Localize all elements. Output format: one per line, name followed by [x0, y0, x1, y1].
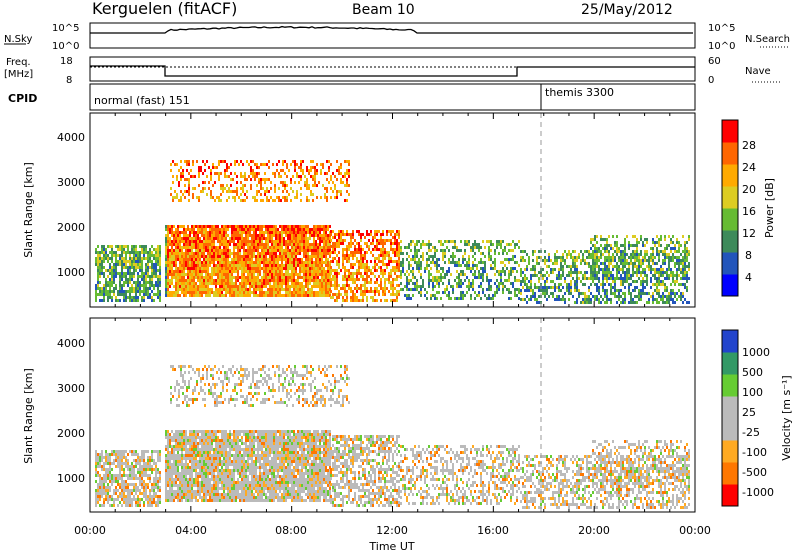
colorbar-swatch — [722, 484, 738, 507]
power-cb-12: 12 — [742, 227, 756, 240]
nsearch-tick-low: 10^0 — [708, 41, 735, 52]
time-tick-0: 00:00 — [74, 524, 106, 537]
freq-label-2: [MHz] — [4, 69, 33, 80]
colorbar-swatch — [722, 418, 738, 441]
power-cb-20: 20 — [742, 183, 756, 196]
nsky-panel: N.Sky 10^5 10^0 10^5 10^0 N.Search — [4, 22, 790, 52]
velocity-ytick-2000: 2000 — [57, 427, 85, 440]
vel-cb-500: 500 — [742, 366, 763, 379]
power-ytick-3000: 3000 — [57, 176, 85, 189]
vel-cb-m25: -25 — [742, 426, 760, 439]
power-cb-24: 24 — [742, 161, 756, 174]
nave-tick-low: 0 — [708, 75, 714, 86]
freq-tick-low: 8 — [66, 75, 72, 86]
nsearch-tick-high: 10^5 — [708, 23, 735, 34]
velocity-panel: Slant Range [km] 1000 2000 3000 4000 100… — [22, 317, 793, 513]
nsky-label: N.Sky — [4, 34, 32, 45]
freq-tick-high: 18 — [60, 56, 73, 67]
vel-cb-1000: 1000 — [742, 346, 770, 359]
time-tick-4: 04:00 — [175, 524, 207, 537]
velocity-ylabel: Slant Range [km] — [22, 368, 35, 464]
time-tick-8: 08:00 — [275, 524, 307, 537]
vel-cb-m1000: -1000 — [742, 486, 774, 499]
colorbar-swatch — [722, 164, 738, 187]
vel-cb-m500: -500 — [742, 466, 767, 479]
date-title: 25/May/2012 — [581, 2, 673, 18]
velocity-colorbar-label: Velocity [m s⁻¹] — [780, 375, 793, 460]
colorbar-swatch — [722, 274, 738, 297]
nsky-tick-low: 10^0 — [52, 41, 79, 52]
colorbar-swatch — [722, 374, 738, 397]
station-title: Kerguelen (fitACF) — [92, 0, 237, 18]
freq-line — [90, 65, 695, 77]
time-tick-24: 00:00 — [679, 524, 711, 537]
colorbar-swatch — [722, 120, 738, 143]
nsearch-label: N.Search — [745, 34, 790, 45]
cpid-segment-normal: normal (fast) 151 — [94, 94, 190, 107]
power-ytick-2000: 2000 — [57, 221, 85, 234]
power-colorbar — [722, 120, 738, 297]
vel-cb-100: 100 — [742, 386, 763, 399]
time-tick-20: 20:00 — [578, 524, 610, 537]
vel-cb-25: 25 — [742, 406, 756, 419]
cpid-label: CPID — [8, 92, 37, 105]
power-colorbar-label: Power [dB] — [763, 178, 776, 238]
nave-label: Nave — [745, 66, 771, 77]
nave-tick-high: 60 — [708, 56, 721, 67]
velocity-ytick-1000: 1000 — [57, 472, 85, 485]
power-cb-16: 16 — [742, 205, 756, 218]
nsky-line — [90, 25, 693, 34]
power-ytick-4000: 4000 — [57, 131, 85, 144]
nsky-tick-high: 10^5 — [52, 23, 79, 34]
freq-panel: Freq. [MHz] 18 8 60 0 Nave — [4, 56, 780, 86]
colorbar-swatch — [722, 462, 738, 485]
colorbar-swatch — [722, 252, 738, 275]
time-tick-12: 12:00 — [376, 524, 408, 537]
freq-label-1: Freq. — [6, 57, 31, 68]
time-tick-16: 16:00 — [477, 524, 509, 537]
velocity-colorbar — [722, 330, 738, 507]
velocity-ytick-3000: 3000 — [57, 382, 85, 395]
velocity-ytick-4000: 4000 — [57, 337, 85, 350]
colorbar-swatch — [722, 440, 738, 463]
power-cb-8: 8 — [745, 249, 752, 262]
vel-cb-m100: -100 — [742, 446, 767, 459]
cpid-panel: CPID normal (fast) 151 themis 3300 — [8, 83, 696, 111]
colorbar-swatch — [722, 330, 738, 353]
colorbar-swatch — [722, 142, 738, 165]
power-heatmap — [95, 160, 690, 304]
beam-title: Beam 10 — [352, 2, 415, 18]
velocity-heatmap — [95, 365, 690, 509]
colorbar-swatch — [722, 186, 738, 209]
power-panel: Slant Range [km] 1000 2000 3000 4000 28 … — [22, 112, 776, 308]
power-ytick-1000: 1000 — [57, 266, 85, 279]
colorbar-swatch — [722, 396, 738, 419]
time-axis-label: Time UT — [368, 540, 414, 553]
colorbar-swatch — [722, 208, 738, 231]
power-ylabel: Slant Range [km] — [22, 162, 35, 258]
cpid-segment-themis: themis 3300 — [545, 86, 614, 99]
power-cb-4: 4 — [745, 271, 752, 284]
power-cb-28: 28 — [742, 139, 756, 152]
colorbar-swatch — [722, 230, 738, 253]
colorbar-swatch — [722, 352, 738, 375]
